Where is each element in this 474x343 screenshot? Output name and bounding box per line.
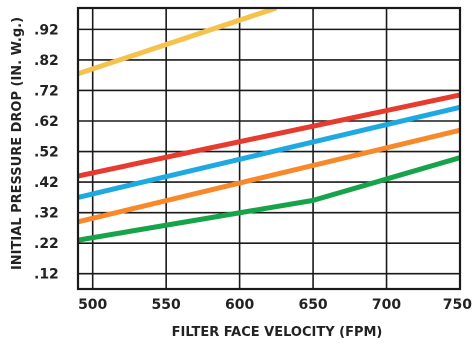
y-tick-label-5: .62 [34, 114, 59, 130]
y-tick-labels: .12 .22 .32 .42 .52 .62 .72 .82 .92 [34, 22, 59, 282]
x-axis-title: FILTER FACE VELOCITY (FPM) [172, 325, 383, 340]
y-tick-label-6: .72 [34, 83, 59, 99]
x-tick-label-500: 500 [78, 297, 107, 313]
series-line-5 [78, 155, 460, 243]
x-tick-label-550: 550 [152, 297, 181, 313]
y-tick-label-0: .12 [34, 267, 59, 283]
plot-frame [76, 6, 462, 291]
x-tick-label-700: 700 [372, 297, 401, 313]
y-tick-label-2: .32 [34, 206, 59, 222]
series-line-2 [78, 92, 460, 179]
y-tick-label-1: .22 [34, 236, 59, 252]
series-line-4 [78, 127, 460, 225]
y-tick-label-7: .82 [34, 53, 59, 69]
y-tick-label-3: .42 [34, 175, 59, 191]
x-tick-label-600: 600 [225, 297, 254, 313]
y-tick-label-4: .52 [34, 145, 59, 161]
grid-lines [78, 8, 460, 289]
x-tick-label-750: 750 [443, 297, 472, 313]
x-tick-labels: 500 550 600 650 700 750 [78, 297, 472, 313]
series-line-1 [78, 8, 278, 77]
y-axis-title: INITIAL PRESSURE DROP (IN. W.g.) [10, 17, 25, 270]
series-lines [78, 8, 460, 243]
y-tick-label-8: .92 [34, 22, 59, 38]
x-tick-label-650: 650 [298, 297, 327, 313]
series-line-3 [78, 104, 460, 200]
